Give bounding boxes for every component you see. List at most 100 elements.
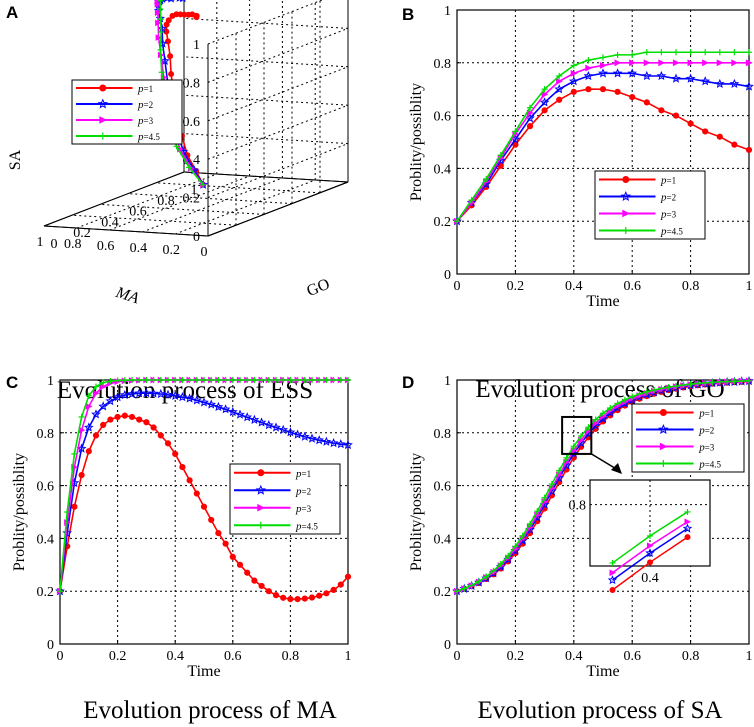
legend-label-letter: p [137, 115, 144, 127]
data-point [143, 376, 150, 384]
x-axis-label: Time [586, 293, 619, 310]
legend-entry: p=3 [234, 503, 312, 515]
x-tick-label: 0.6 [224, 649, 242, 664]
data-point [570, 443, 577, 450]
data-point [599, 86, 607, 93]
legend-label-letter: p [660, 209, 667, 221]
data-point [244, 569, 251, 576]
legend-label: p=4.5 [660, 226, 683, 238]
data-point [136, 416, 143, 423]
data-point [658, 59, 666, 67]
y-axis-label: Problity/possiblity [11, 453, 28, 571]
legend-label-value: =3 [302, 504, 312, 514]
legend-label-value: =2 [667, 193, 677, 203]
legend-label-letter: p [698, 442, 705, 454]
grid-line [71, 214, 237, 226]
grid-line [183, 56, 349, 68]
grid-line [207, 0, 324, 45]
data-point [647, 559, 653, 566]
data-point [599, 54, 607, 61]
legend-entry: p=1 [599, 175, 676, 187]
data-point [200, 181, 207, 188]
grid-line [76, 173, 217, 229]
data-point [114, 413, 121, 421]
data-point [729, 78, 740, 89]
data-point [179, 0, 186, 3]
data-point [100, 379, 107, 386]
legend-label: p=1 [698, 408, 714, 420]
data-point [641, 70, 652, 81]
data-point [163, 389, 173, 399]
data-point [658, 423, 669, 434]
legend-label: p=2 [295, 485, 311, 497]
panel-letter: C [6, 373, 18, 392]
grid-line [183, 17, 349, 29]
grid-line [175, 179, 316, 235]
inset-series-p=4.5 [609, 508, 691, 566]
data-point [191, 395, 202, 405]
data-point [620, 190, 632, 201]
legend-label-letter: p [660, 175, 667, 187]
data-point [609, 559, 616, 566]
data-point [235, 409, 245, 419]
x-tick-label: 0.2 [507, 279, 525, 294]
data-point [585, 86, 592, 93]
y-tick-label: 0.8 [434, 427, 452, 442]
x-tick-label: 0.2 [162, 243, 180, 258]
data-point [636, 390, 643, 398]
legend-label-value: =2 [144, 100, 154, 110]
data-point [251, 376, 258, 384]
data-point [684, 508, 691, 515]
x-tick-label: 1 [345, 649, 352, 664]
legend-label-value: =4.5 [144, 132, 161, 142]
data-point [534, 508, 541, 515]
data-point [271, 422, 281, 432]
data-point [490, 567, 497, 574]
x-tick-label: 0.2 [507, 649, 525, 664]
x-tick-label: 0.2 [109, 649, 127, 664]
data-point [157, 376, 164, 384]
data-point [258, 376, 265, 384]
y-axis-label: Problity/possiblity [408, 453, 425, 571]
inset-series-p=1 [609, 534, 691, 593]
data-point [105, 396, 116, 406]
data-point [598, 68, 608, 78]
data-point [158, 29, 165, 36]
data-point [672, 49, 680, 56]
axis-edge [43, 171, 185, 227]
data-point [731, 49, 738, 56]
data-point [629, 51, 636, 58]
data-point [541, 494, 548, 501]
legend-label-letter: p [295, 503, 302, 515]
z-tick-label: 0.2 [183, 192, 201, 207]
data-point [92, 432, 100, 439]
data-point [643, 49, 650, 56]
legend-entry: p=4.5 [76, 131, 160, 143]
x-axis-label: Time [187, 663, 220, 680]
data-point [731, 59, 739, 67]
data-point [323, 376, 330, 384]
legend-label-value: =4.5 [667, 227, 684, 237]
y-axis-label: Problity/possiblity [408, 83, 425, 201]
data-point [83, 422, 94, 432]
y-tick-label: 1 [47, 374, 54, 389]
data-point [107, 416, 114, 423]
x-tick-label: 0.6 [623, 649, 641, 664]
data-point [301, 595, 308, 602]
legend-entry: p=2 [234, 484, 311, 497]
data-point [257, 469, 265, 477]
grid-line [207, 27, 349, 83]
legend: p=1p=2p=3p=4.5 [631, 403, 745, 473]
grid-line [183, 133, 349, 145]
data-point [621, 396, 628, 403]
data-point [651, 386, 658, 394]
data-point [497, 152, 504, 159]
data-point [629, 59, 636, 67]
legend-label-letter: p [295, 520, 302, 532]
data-point [672, 112, 680, 119]
data-point [99, 116, 107, 124]
data-point [97, 98, 109, 109]
data-point [193, 12, 200, 19]
data-point [658, 385, 665, 392]
